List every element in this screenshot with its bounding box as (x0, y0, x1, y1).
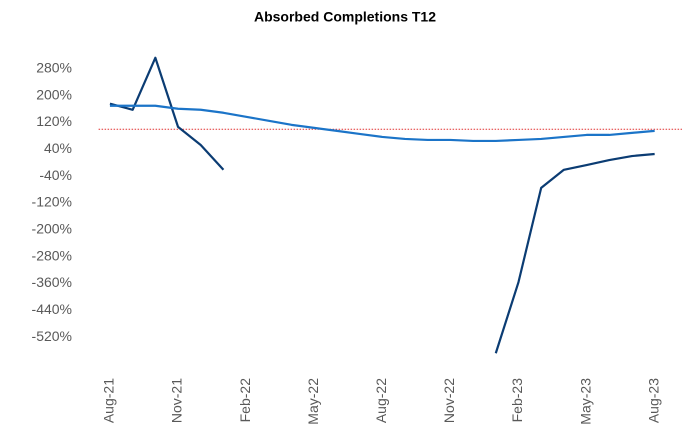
y-tick-label: -120% (32, 194, 72, 210)
chart-title: Absorbed Completions T12 (254, 9, 436, 25)
y-tick-label: -520% (32, 328, 72, 344)
y-tick-label: -440% (32, 301, 72, 317)
x-tick-label: Aug-23 (645, 378, 661, 423)
x-tick-label: Nov-22 (441, 378, 457, 423)
y-tick-label: 120% (36, 113, 72, 129)
x-tick-label: Aug-21 (101, 378, 117, 423)
y-tick-label: 40% (44, 140, 72, 156)
x-tick-label: Nov-21 (169, 378, 185, 423)
series-line (109, 56, 655, 354)
y-tick-label: -280% (32, 247, 72, 263)
x-tick-label: May-22 (305, 378, 321, 425)
y-tick-label: 200% (36, 86, 72, 102)
y-tick-label: -40% (39, 167, 72, 183)
y-tick-label: 280% (36, 60, 72, 76)
x-tick-label: May-23 (577, 378, 593, 425)
series-line (109, 104, 655, 143)
x-tick-label: Feb-22 (237, 378, 253, 423)
y-tick-label: -360% (32, 274, 72, 290)
x-tick-label: Feb-23 (509, 378, 525, 423)
x-tick-label: Aug-22 (373, 378, 389, 423)
y-tick-label: -200% (32, 221, 72, 237)
